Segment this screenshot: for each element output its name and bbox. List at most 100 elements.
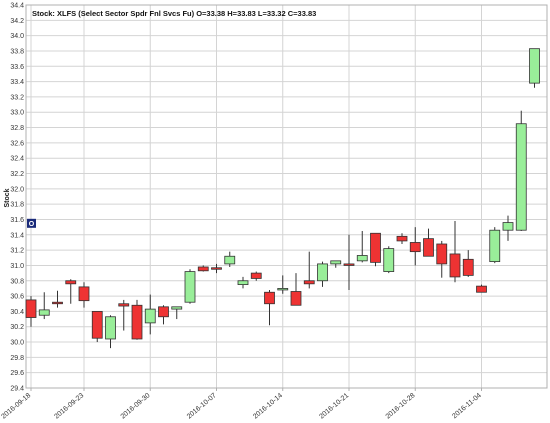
candles-layer [25, 48, 540, 349]
y-tick-label: 30.0 [10, 340, 24, 347]
y-tick-label: 29.6 [10, 370, 24, 377]
y-tick-label: 34.0 [10, 33, 24, 40]
y-tick-label: 32.4 [10, 156, 24, 163]
candle-body-up [489, 229, 501, 263]
candle-body-up [171, 306, 183, 310]
y-tick-label: 34.4 [10, 3, 24, 10]
y-tick-label: 32.0 [10, 186, 24, 193]
candle [290, 273, 302, 306]
candle [409, 227, 421, 266]
y-tick-label: 30.4 [10, 309, 24, 316]
candle-body-down [78, 286, 90, 302]
candle [25, 296, 37, 327]
candle-body-up [38, 309, 50, 316]
candle [449, 221, 461, 283]
candle-body-up [184, 271, 196, 303]
candle-body-down [158, 306, 169, 318]
y-axis-label: Stock [4, 188, 11, 207]
candle-body-down [25, 299, 37, 318]
candle-body-up [277, 288, 289, 291]
y-tick-label: 31.6 [10, 217, 24, 224]
candle-body-down [250, 272, 262, 279]
candle [529, 48, 540, 88]
candle [303, 251, 315, 289]
candle [370, 232, 381, 267]
candle-body-down [396, 235, 408, 242]
y-tick-label: 31.8 [10, 202, 24, 209]
candle-body-up [224, 255, 236, 265]
candle-body-down [303, 280, 315, 285]
y-axis-ticks: 29.4 29.6 29.8 30.0 30.2 30.4 30.6 30.8 31.0 31.2… [10, 3, 24, 393]
candle-body-down [264, 291, 275, 305]
chart-title: Stock: XLFS (Select Sector Spdr Fnl Svcs… [32, 9, 316, 18]
y-tick-label: 33.0 [10, 110, 24, 117]
candle [515, 110, 527, 231]
candle-body-down [343, 263, 355, 266]
candle [502, 215, 514, 241]
candle [131, 299, 143, 340]
candle-body-up [105, 316, 116, 340]
candle-body-up [330, 260, 342, 265]
candle [250, 271, 262, 281]
candle-body-down [409, 242, 421, 253]
y-tick-label: 32.6 [10, 140, 24, 147]
y-tick-label: 33.8 [10, 48, 24, 55]
candle-body-down [436, 243, 448, 265]
price-marker-label: O [29, 221, 35, 228]
price-marker: O [27, 218, 36, 228]
candle-body-down [370, 232, 381, 263]
candle-body-down [65, 280, 77, 285]
candle [144, 294, 156, 335]
candle-body-down [211, 267, 222, 270]
candle-body-down [131, 304, 143, 340]
candle [211, 263, 222, 274]
y-tick-label: 31.4 [10, 232, 24, 239]
candle [356, 230, 368, 263]
y-tick-label: 29.4 [10, 386, 24, 393]
y-tick-label: 31.0 [10, 263, 24, 270]
candle-body-down [118, 303, 130, 307]
candle [476, 284, 487, 293]
candle [78, 282, 90, 308]
candle [489, 227, 501, 264]
candle [343, 234, 355, 290]
candle-body-up [383, 248, 395, 272]
y-tick-label: 30.6 [10, 294, 24, 301]
candle-body-up [515, 123, 527, 231]
candle-body-up [144, 308, 156, 324]
candle [264, 289, 275, 326]
candle-body-up [317, 263, 328, 282]
candle-body-down [449, 253, 461, 278]
candle [65, 279, 77, 304]
plot-frame [25, 4, 548, 389]
candle [197, 265, 209, 272]
y-tick-label: 34.2 [10, 18, 24, 25]
candle [237, 276, 249, 289]
y-tick-label: 33.6 [10, 64, 24, 71]
candle [105, 315, 116, 349]
candle [330, 260, 342, 268]
candle [436, 240, 448, 278]
candle [277, 275, 289, 294]
y-tick-label: 33.2 [10, 94, 24, 101]
y-tick-label: 32.2 [10, 171, 24, 178]
y-tick-label: 29.8 [10, 355, 24, 362]
candle-body-down [52, 301, 63, 305]
candle-body-down [423, 238, 434, 257]
y-tick-label: 32.8 [10, 125, 24, 132]
candle-body-up [502, 222, 514, 231]
candle-body-down [197, 266, 209, 272]
candle-body-down [476, 285, 487, 293]
candle [158, 305, 169, 325]
candle [383, 246, 395, 274]
candle [184, 269, 196, 304]
candle [317, 261, 328, 287]
candle [224, 251, 236, 267]
candle [38, 292, 50, 320]
grid-lines [25, 4, 548, 389]
y-tick-label: 31.2 [10, 248, 24, 255]
candle-body-down [462, 258, 474, 276]
y-tick-label: 33.4 [10, 79, 24, 86]
